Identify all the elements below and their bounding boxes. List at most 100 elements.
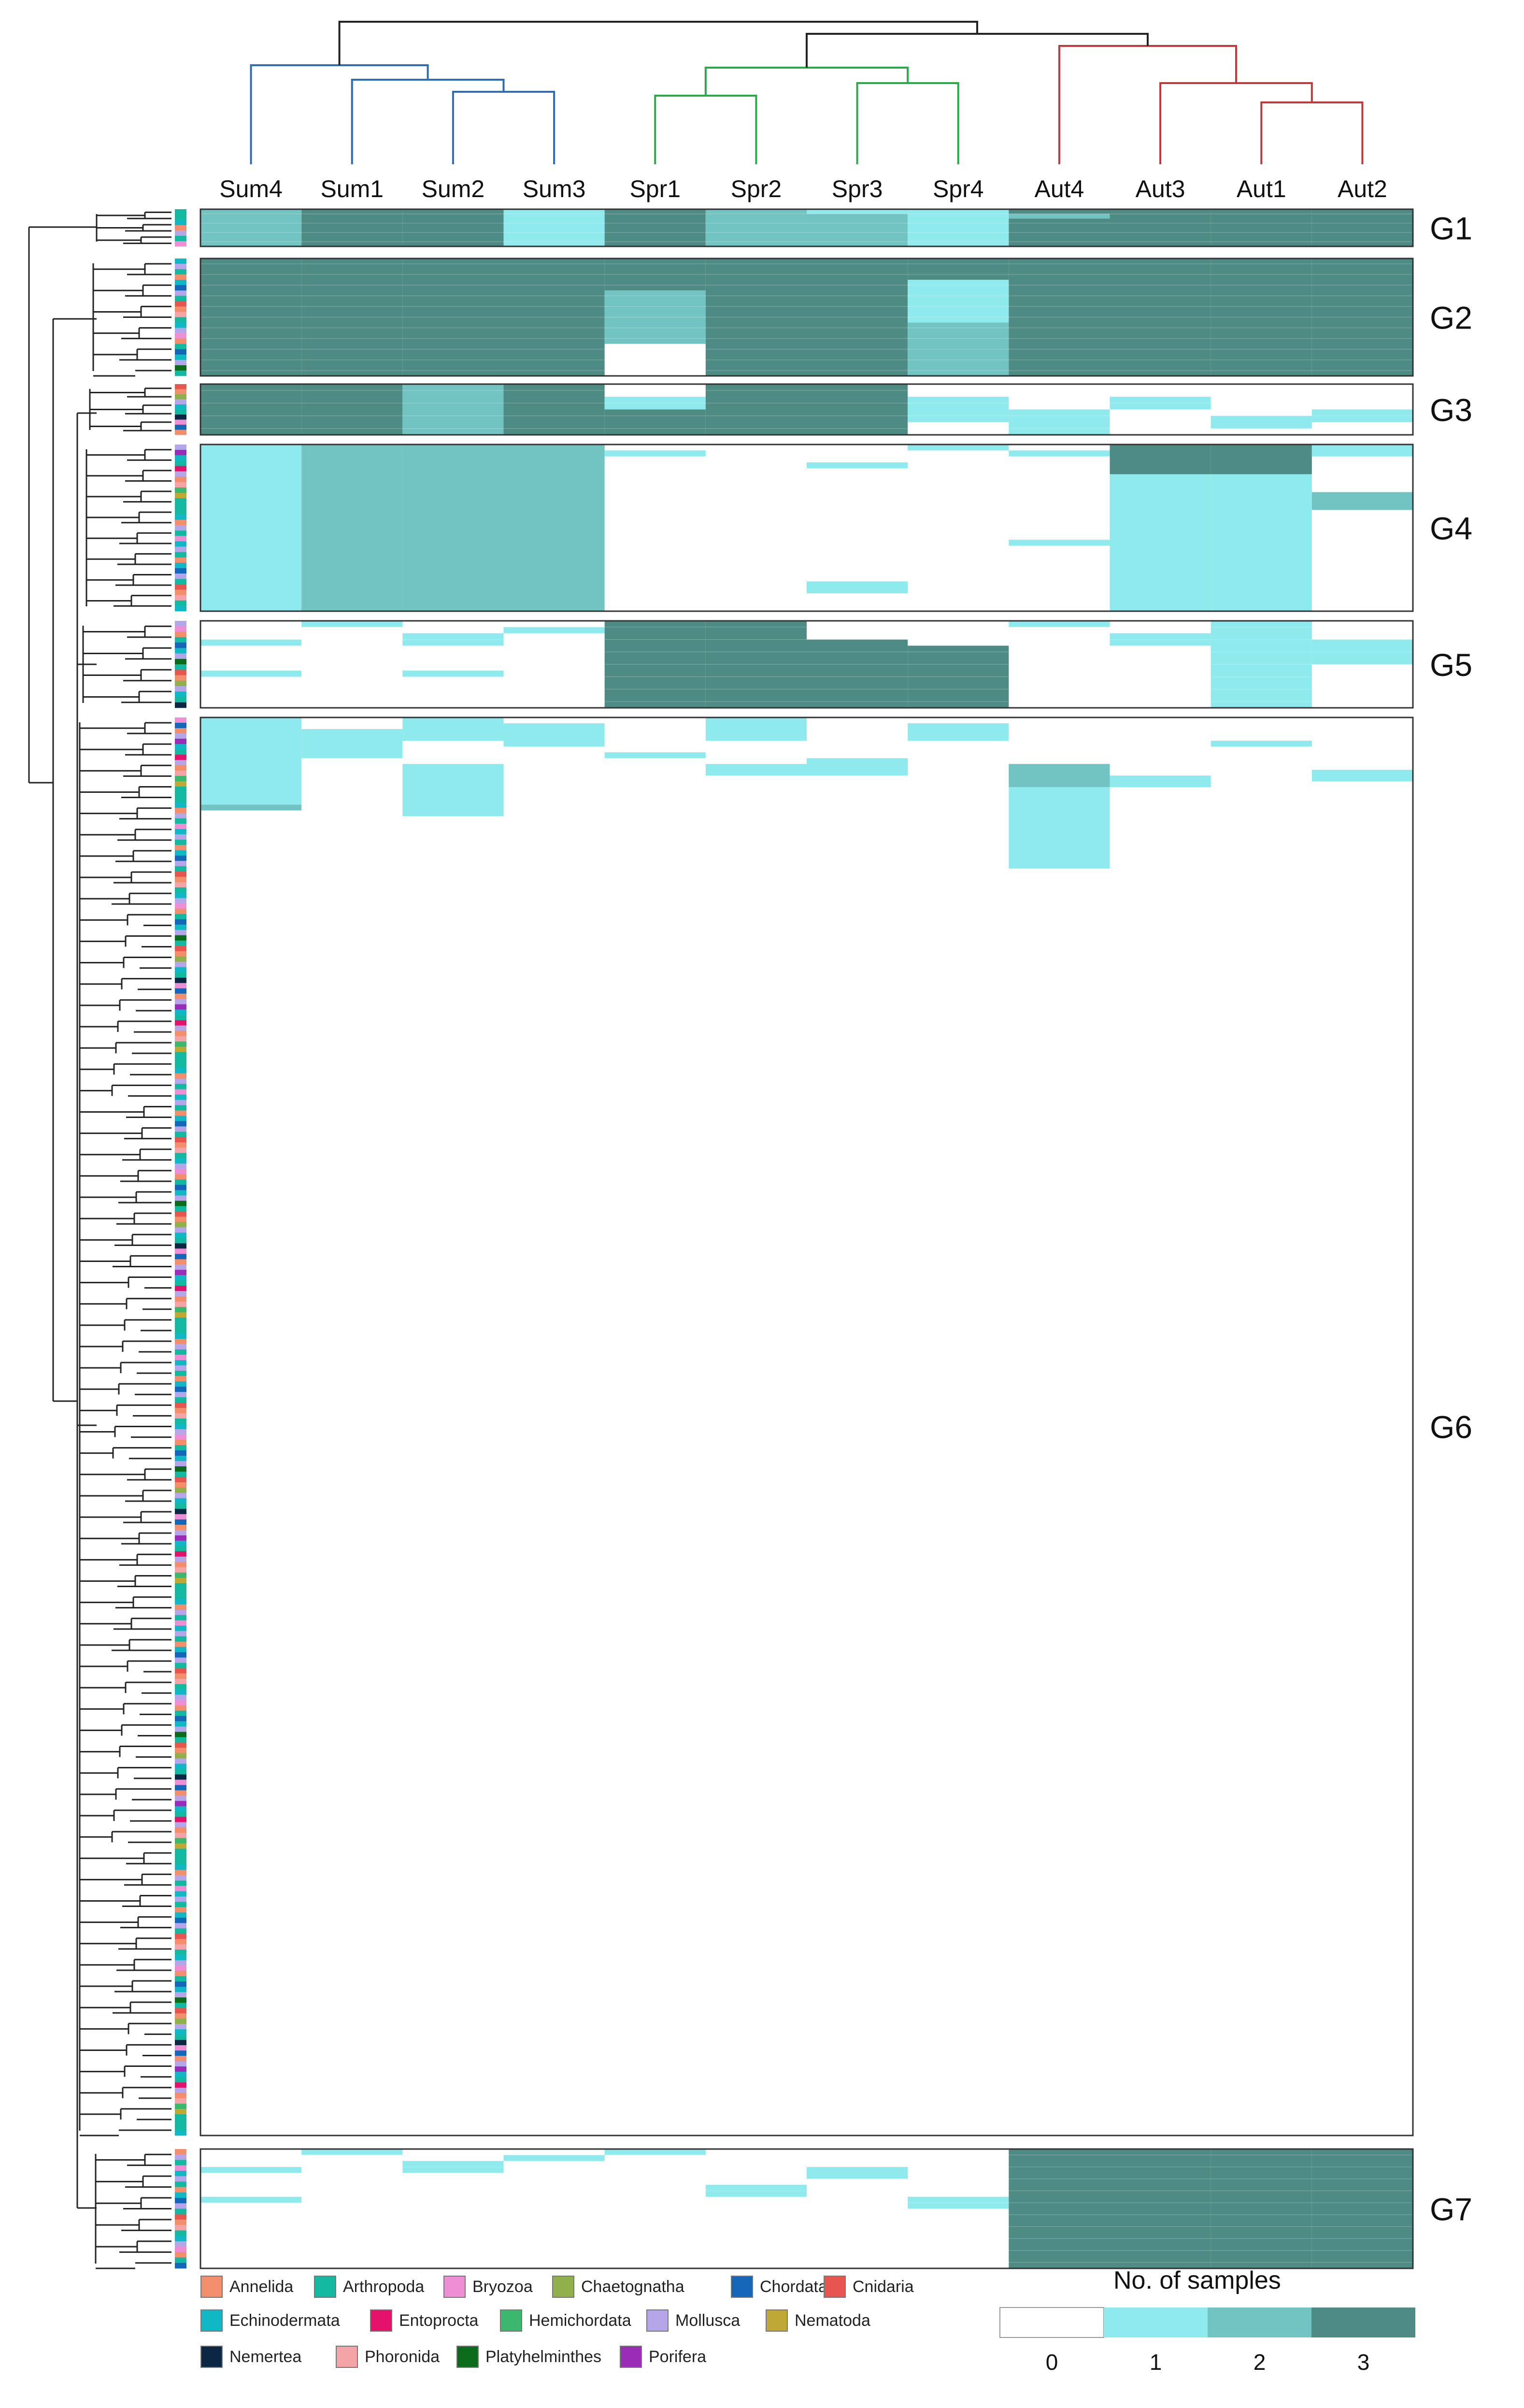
phylum-cell — [175, 845, 186, 851]
legend-label: Mollusca — [675, 2311, 741, 2330]
phylum-cell — [175, 1992, 186, 1998]
phylum-cell — [175, 722, 186, 729]
phylum-cell — [175, 225, 186, 231]
phylum-cell — [175, 892, 186, 899]
phylum-cell — [175, 1939, 186, 1945]
row-line — [200, 2262, 1413, 2263]
phylum-cell — [175, 1891, 186, 1897]
phylum-cell — [175, 1280, 186, 1286]
heatmap-cell — [402, 384, 504, 435]
phylum-cell — [175, 415, 186, 420]
phylum-cell — [175, 2104, 186, 2109]
phylum-cell — [175, 744, 186, 750]
heatmap-cell — [1311, 2149, 1413, 2268]
phylum-cell — [175, 1546, 186, 1552]
legend-item-porifera: Porifera — [620, 2346, 706, 2368]
heatmap-cell — [1009, 218, 1110, 246]
group-frame-g2 — [199, 258, 1414, 377]
phylum-cell — [175, 444, 186, 450]
group-frame-g5 — [199, 620, 1414, 709]
phylum-cell — [175, 988, 186, 994]
phylum-cell — [175, 924, 186, 931]
phylum-cell — [175, 1046, 186, 1052]
legend-swatch — [552, 2276, 574, 2298]
dendrogram-link — [1058, 45, 1237, 164]
phylum-cell — [175, 1668, 186, 1674]
phylum-cell — [175, 1976, 186, 1982]
phylum-cell — [175, 471, 186, 477]
phylum-cell — [175, 1817, 186, 1822]
phylum-cell — [175, 1302, 186, 1307]
heatmap-cell — [402, 633, 504, 646]
legend-item-bryozoa: Bryozoa — [443, 2276, 533, 2298]
legend-swatch — [200, 2309, 223, 2332]
scale-tick-label: 3 — [1357, 2350, 1370, 2375]
phylum-cell — [175, 621, 186, 627]
heatmap-cell — [1009, 540, 1110, 546]
phylum-cell — [175, 765, 186, 771]
phylum-cell — [175, 530, 186, 536]
phylum-cell — [175, 1408, 186, 1414]
phylum-cell — [175, 1254, 186, 1260]
phylum-cell — [175, 1009, 186, 1015]
legend-label: Chaetognatha — [581, 2277, 684, 2296]
phylum-cell — [175, 1078, 186, 1084]
scale-tick-label: 1 — [1149, 2350, 1162, 2375]
phylum-cell — [175, 1625, 186, 1632]
legend-label: Entoprocta — [399, 2311, 479, 2330]
phylum-cell — [175, 2192, 186, 2198]
legend-item-nematoda: Nematoda — [766, 2309, 870, 2332]
phylum-cell — [175, 2236, 186, 2242]
scale-tick-label: 2 — [1253, 2350, 1266, 2375]
phylum-cell — [175, 285, 186, 291]
phylum-cell — [175, 2093, 186, 2099]
phylum-cell — [175, 1020, 186, 1026]
heatmap-cell — [1211, 444, 1312, 474]
dendrogram-link — [704, 67, 909, 96]
heatmap-cell — [1009, 209, 1110, 214]
phylum-cell — [175, 595, 186, 601]
row-line — [200, 2226, 1413, 2227]
phylum-cell — [175, 1328, 186, 1334]
phylum-cell — [175, 664, 186, 670]
heatmap-cell — [908, 209, 1009, 246]
phylum-cell — [175, 2125, 186, 2131]
phylum-cell — [175, 659, 186, 665]
phylum-cell — [175, 1928, 186, 1934]
heatmap-cell — [1110, 633, 1211, 646]
phylum-cell — [175, 399, 186, 405]
phylum-cell — [175, 2214, 186, 2220]
heatmap-cell — [1311, 492, 1413, 510]
phylum-cell — [175, 1286, 186, 1291]
phylum-cell — [175, 384, 186, 389]
heatmap-cell — [503, 258, 605, 376]
phylum-cell — [175, 460, 186, 466]
phylum-cell — [175, 1291, 186, 1297]
phylum-cell — [175, 626, 186, 632]
phylum-cell — [175, 754, 186, 760]
legend-item-nemertea: Nemertea — [200, 2346, 301, 2368]
phylum-cell — [175, 2160, 186, 2165]
group-labels: G1 G2 G3 G4 G5 G6 G7 — [1430, 211, 1472, 2227]
phylum-cell — [175, 562, 186, 569]
phylum-cell — [175, 2109, 186, 2115]
heatmap-cell — [807, 209, 908, 214]
phylum-cell — [175, 1185, 186, 1190]
heatmap-cell — [301, 258, 403, 376]
phylum-cell — [175, 876, 186, 883]
heatmap-cell — [705, 2185, 807, 2197]
phylum-cell — [175, 1960, 186, 1966]
row-line — [200, 2214, 1413, 2215]
heatmap-cell — [200, 258, 302, 376]
phylum-cell — [175, 1949, 186, 1955]
phylum-cell — [175, 1965, 186, 1971]
phylum-cell — [175, 1073, 186, 1079]
heatmap-cell — [503, 209, 605, 228]
phylum-cell — [175, 1923, 186, 1929]
phylum-cell — [175, 1206, 186, 1212]
phylum-cell — [175, 1822, 186, 1828]
phylum-cell — [175, 1689, 186, 1695]
heatmap-cell — [200, 384, 302, 435]
phylum-cell — [175, 1318, 186, 1323]
heatmap-cell — [604, 450, 706, 457]
